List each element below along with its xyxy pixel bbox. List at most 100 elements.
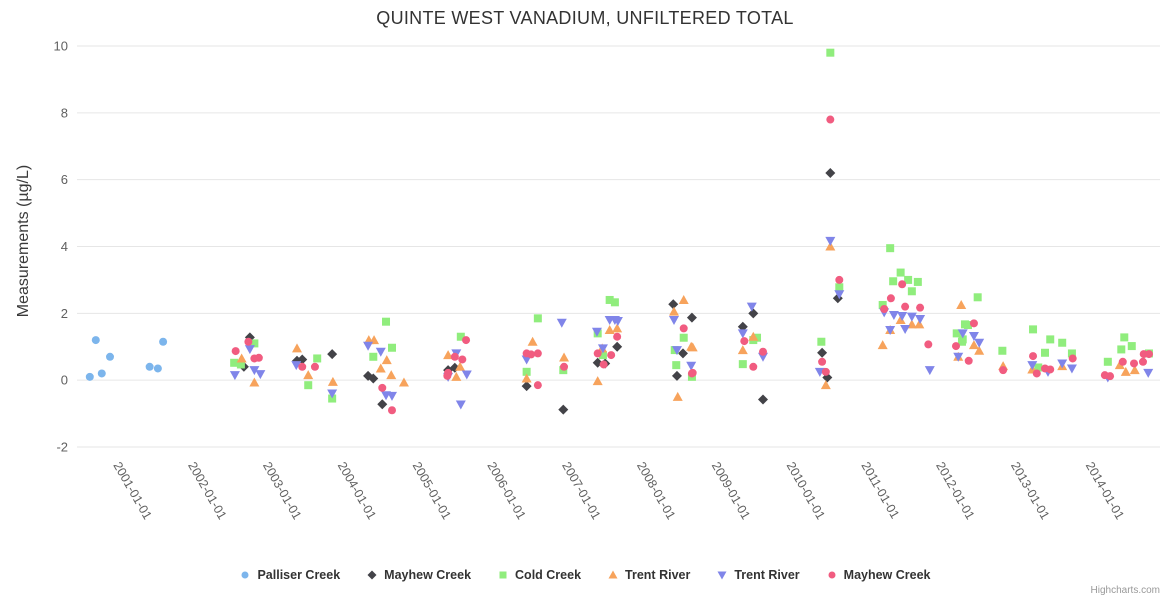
data-point[interactable] [443,350,454,360]
data-point[interactable] [968,340,979,350]
data-point[interactable] [677,348,688,359]
data-point[interactable] [244,345,255,355]
data-point[interactable] [559,352,570,362]
data-point[interactable] [974,345,985,355]
data-point[interactable] [604,325,615,335]
data-point[interactable] [817,337,826,346]
data-point[interactable] [1046,365,1055,374]
data-point[interactable] [461,370,472,380]
data-point[interactable] [522,367,531,376]
data-point[interactable] [737,345,748,355]
data-point[interactable] [1041,348,1049,357]
data-point[interactable] [560,362,569,371]
data-point[interactable] [597,344,608,354]
data-point[interactable] [906,312,917,322]
data-point[interactable] [97,369,106,378]
data-point[interactable] [896,268,905,277]
data-point[interactable] [897,312,908,322]
legend-item-trent-river[interactable]: Trent River [716,568,800,582]
data-point[interactable] [825,167,836,178]
data-point[interactable] [327,389,338,399]
data-point[interactable] [895,315,906,325]
data-point[interactable] [592,376,603,386]
data-point[interactable] [672,361,681,370]
data-point[interactable] [598,351,607,360]
data-point[interactable] [826,48,835,57]
data-point[interactable] [291,361,302,371]
data-point[interactable] [363,341,374,351]
data-point[interactable] [298,362,307,371]
data-point[interactable] [1143,368,1154,378]
data-point[interactable] [1029,325,1038,334]
data-point[interactable] [450,352,459,361]
data-point[interactable] [387,343,396,352]
data-point[interactable] [825,241,836,251]
data-point[interactable] [443,371,452,380]
data-point[interactable] [1068,354,1077,363]
data-point[interactable] [1118,357,1127,366]
data-point[interactable] [599,360,608,369]
data-point[interactable] [304,381,313,390]
data-point[interactable] [462,336,471,345]
data-point[interactable] [1057,359,1068,369]
data-point[interactable] [328,394,337,403]
data-point[interactable] [825,236,836,246]
data-point[interactable] [924,366,935,376]
legend-item-trent-river[interactable]: Trent River [607,568,690,582]
data-point[interactable] [968,332,979,342]
data-point[interactable] [904,275,913,284]
data-point[interactable] [915,315,926,325]
data-point[interactable] [236,353,247,363]
data-point[interactable] [527,336,538,346]
data-point[interactable] [1034,363,1043,372]
data-point[interactable] [612,323,623,333]
data-point[interactable] [914,319,925,329]
data-point[interactable] [738,360,747,369]
data-point[interactable] [255,370,266,380]
data-point[interactable] [292,343,302,353]
data-point[interactable] [1114,360,1125,370]
data-point[interactable] [521,373,532,383]
data-point[interactable] [613,332,622,341]
data-point[interactable] [898,280,907,289]
data-point[interactable] [382,317,391,326]
data-point[interactable] [686,361,697,371]
data-point[interactable] [998,346,1007,355]
data-point[interactable] [327,349,338,360]
data-point[interactable] [687,342,698,352]
data-point[interactable] [159,337,168,346]
data-point[interactable] [1067,349,1076,358]
data-point[interactable] [1129,365,1140,375]
data-point[interactable] [974,338,985,348]
highcharts-credit-link[interactable]: Highcharts.com [1090,585,1160,596]
data-point[interactable] [668,316,679,326]
data-point[interactable] [963,321,972,330]
data-point[interactable] [678,294,689,304]
data-point[interactable] [821,367,830,376]
data-point[interactable] [969,319,978,328]
data-point[interactable] [835,283,844,292]
data-point[interactable] [375,363,386,373]
data-point[interactable] [533,381,542,390]
data-point[interactable] [313,354,322,363]
data-point[interactable] [527,350,536,359]
data-point[interactable] [327,376,338,386]
data-point[interactable] [886,244,895,253]
data-point[interactable] [668,299,679,310]
data-point[interactable] [1130,359,1139,368]
legend-item-cold-creek[interactable]: Cold Creek [497,568,581,582]
data-point[interactable] [1027,361,1038,371]
data-point[interactable] [820,380,831,390]
data-point[interactable] [377,399,388,410]
data-point[interactable] [900,325,911,335]
data-point[interactable] [451,371,462,381]
data-point[interactable] [818,357,827,366]
legend-item-mayhew-creek[interactable]: Mayhew Creek [826,568,931,582]
data-point[interactable] [455,361,466,371]
data-point[interactable] [888,311,899,321]
data-point[interactable] [952,329,961,338]
data-point[interactable] [610,298,619,307]
data-point[interactable] [310,362,319,371]
data-point[interactable] [748,331,759,341]
data-point[interactable] [758,352,769,362]
